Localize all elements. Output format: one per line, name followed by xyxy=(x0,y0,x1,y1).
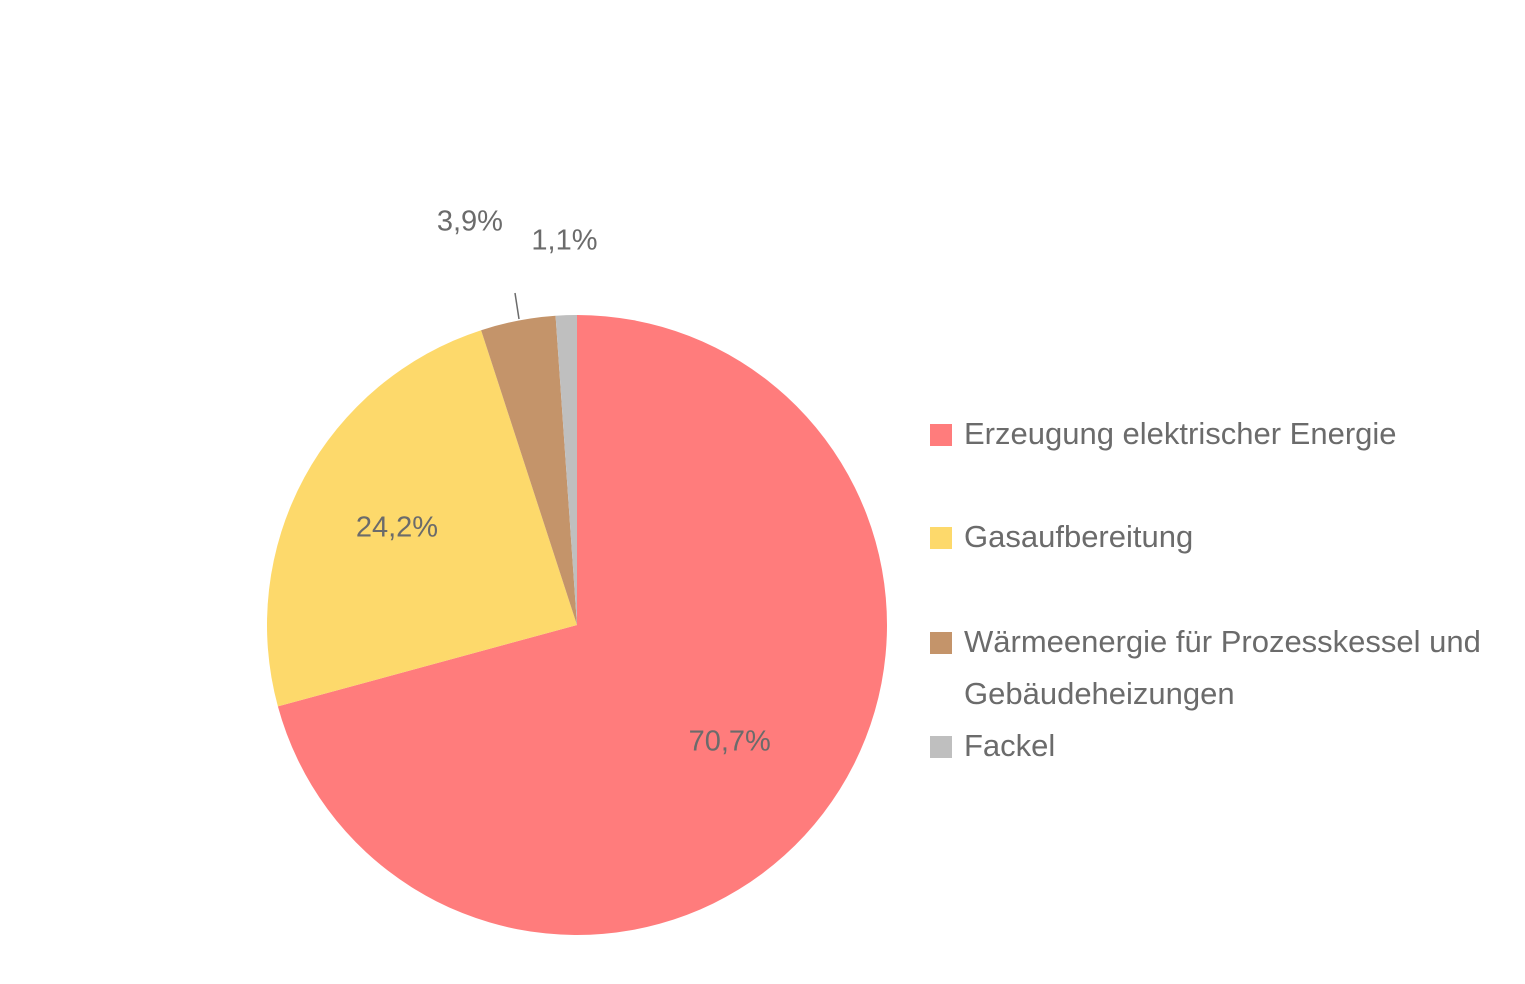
leader-line xyxy=(514,292,520,320)
pie-slice-elektrische-energie xyxy=(277,315,887,935)
legend-swatch xyxy=(930,424,952,446)
data-label-fackel: 1,1% xyxy=(531,224,598,257)
legend-item-fackel: Fackel xyxy=(930,720,1484,772)
legend-item-gasaufbereitung: Gasaufbereitung xyxy=(930,511,1484,563)
legend-swatch xyxy=(930,527,952,549)
legend-swatch xyxy=(930,736,952,758)
legend-item-waermeenergie: Wärmeenergie für Prozesskessel und Gebäu… xyxy=(930,616,1484,720)
data-label-elektrische-energie: 70,7% xyxy=(688,725,771,758)
pie-slice-fackel xyxy=(555,315,577,625)
pie-slice-waermeenergie xyxy=(481,315,577,625)
legend-label: Gasaufbereitung xyxy=(964,519,1194,554)
pie-slices xyxy=(267,315,887,935)
legend-label: Erzeugung elektrischer Energie xyxy=(964,416,1397,451)
data-label-waermeenergie: 3,9% xyxy=(436,205,503,238)
legend-swatch xyxy=(930,632,952,654)
pie-slice-gasaufbereitung xyxy=(267,330,577,707)
legend-label: Wärmeenergie für Prozesskessel und Gebäu… xyxy=(964,624,1481,711)
legend-label: Fackel xyxy=(964,728,1056,763)
data-label-gasaufbereitung: 24,2% xyxy=(355,511,439,544)
legend-item-elektrische-energie: Erzeugung elektrischer Energie xyxy=(930,408,1484,460)
